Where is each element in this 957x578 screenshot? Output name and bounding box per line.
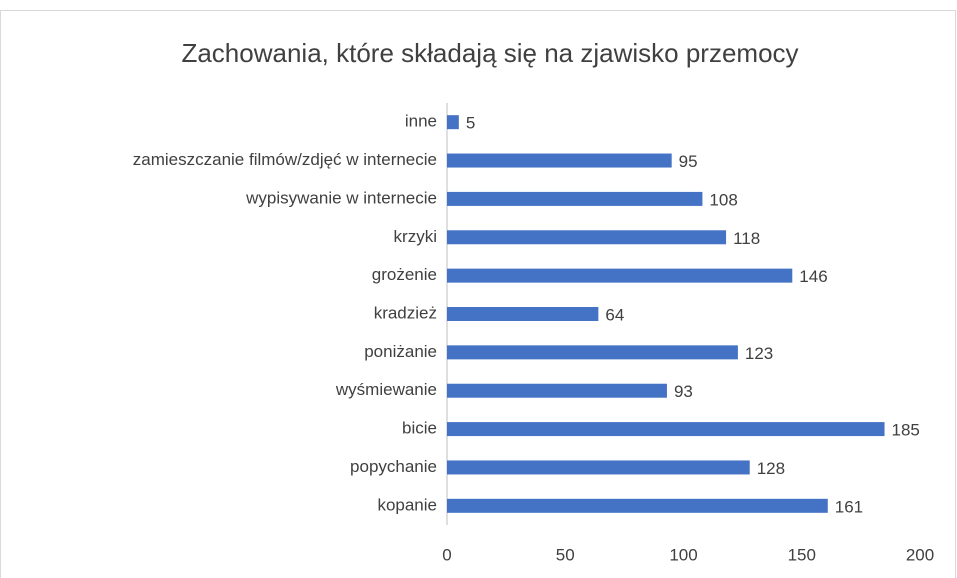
bar (447, 230, 727, 245)
y-tick-label: inne (405, 112, 437, 131)
bar (447, 153, 672, 168)
data-label: 93 (674, 382, 693, 401)
bar (447, 383, 667, 398)
bar (447, 268, 793, 283)
y-tick-label: poniżanie (364, 342, 437, 361)
bar (447, 345, 738, 360)
bar (447, 191, 703, 206)
data-label: 185 (892, 421, 920, 440)
y-tick-label: bicie (402, 419, 437, 438)
y-tick-label: popychanie (350, 457, 437, 476)
bar (447, 460, 750, 475)
bar (447, 307, 599, 321)
data-label: 108 (709, 190, 737, 209)
chart-border (0, 10, 956, 578)
y-tick-label: zamieszczanie filmów/zdjęć w internecie (133, 150, 437, 169)
x-tick-label: 100 (669, 545, 697, 564)
chart-title: Zachowania, które składają się na zjawis… (181, 38, 798, 68)
x-tick-label: 50 (556, 545, 575, 564)
y-tick-label: wyśmiewanie (335, 380, 437, 399)
data-label: 123 (745, 344, 773, 363)
data-label: 118 (733, 229, 760, 248)
data-label: 95 (679, 152, 698, 171)
bar (447, 422, 885, 437)
data-label: 64 (605, 305, 624, 324)
y-tick-label: wypisywanie w internecie (245, 188, 437, 207)
x-tick-label: 150 (788, 545, 816, 564)
data-label: 5 (466, 114, 475, 133)
data-label: 161 (835, 497, 863, 516)
x-tick-label: 0 (442, 545, 451, 564)
y-tick-label: grożenie (372, 265, 437, 284)
data-label: 128 (757, 459, 785, 478)
y-tick-label: kopanie (377, 495, 437, 514)
bar (447, 498, 828, 513)
x-tick-label: 200 (906, 545, 934, 564)
y-tick-label: krzyki (394, 227, 437, 246)
data-label: 146 (799, 267, 827, 286)
y-tick-label: kradzież (374, 303, 437, 322)
bar (447, 115, 459, 130)
